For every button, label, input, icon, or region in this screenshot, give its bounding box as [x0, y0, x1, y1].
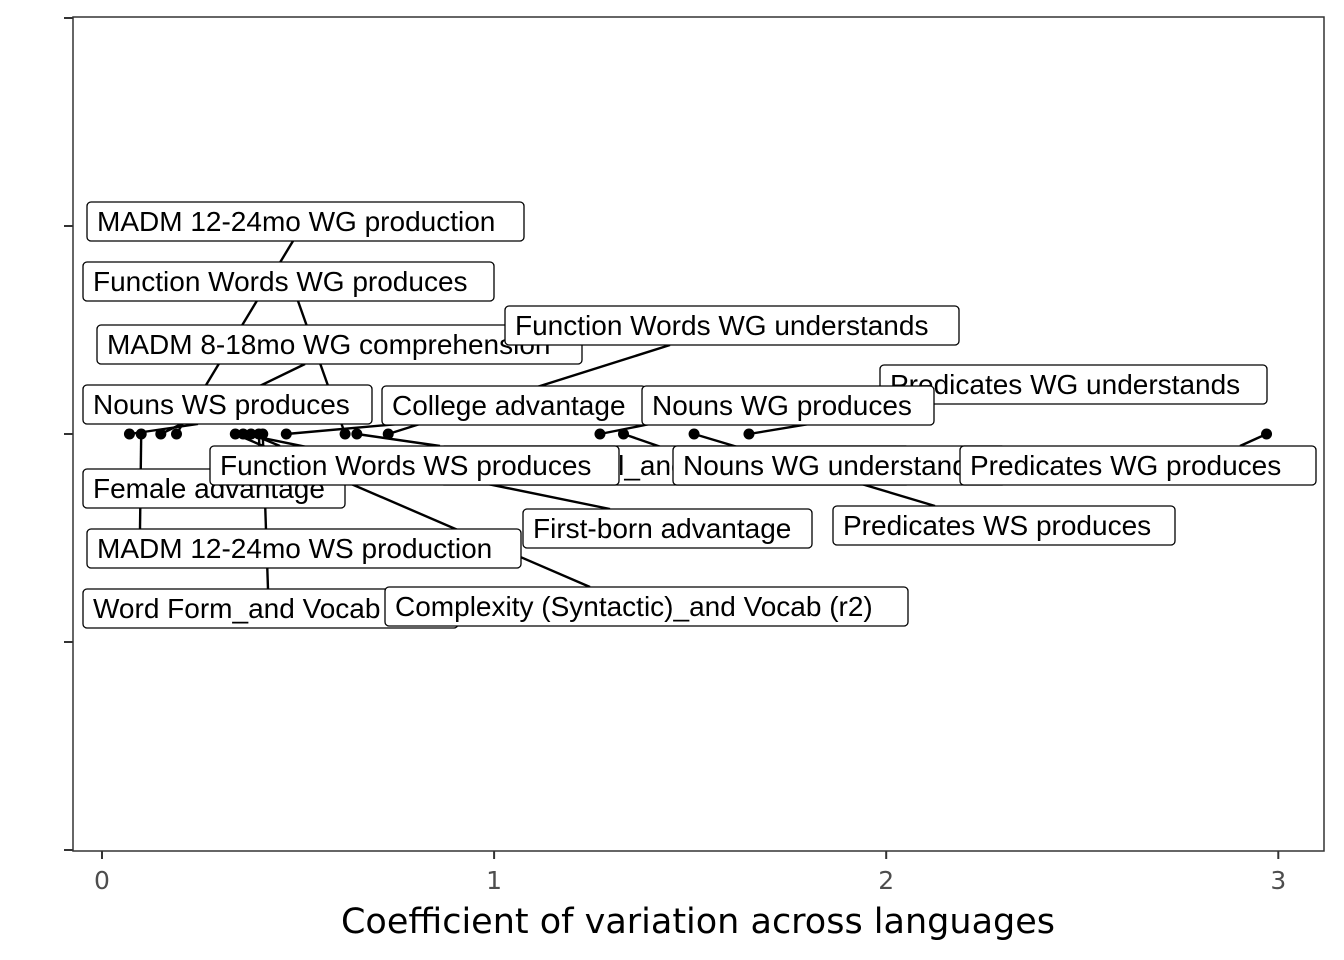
point-label-box [384, 586, 909, 627]
point-labels: MADM 12-24mo WG production Function Words… [82, 201, 1317, 629]
data-point [743, 428, 755, 440]
point-label-text: Nouns WS produces [93, 389, 350, 420]
data-points [123, 428, 1273, 440]
point-label-box [86, 201, 525, 242]
point-label: College advantage [381, 385, 647, 426]
point-label-text: Predicates WS produces [843, 510, 1151, 541]
point-label: Complexity (Syntactic)_and Vocab (r2) [384, 586, 909, 627]
data-point [257, 428, 269, 440]
point-label-text: Complexity (Syntactic)_and Vocab (r2) [395, 591, 873, 622]
data-point [245, 428, 257, 440]
point-label: Nouns WG understands [672, 445, 1007, 486]
axes: 0 1 2 3 [64, 17, 1286, 895]
point-label-box [82, 384, 373, 425]
point-label-text: MADM 12-24mo WG production [97, 206, 495, 237]
point-label-text: MADM 12-24mo WS production [97, 533, 492, 564]
label-connector [356, 432, 441, 448]
point-label-text: Function Words WS produces [220, 450, 591, 481]
point-label-box [82, 261, 495, 302]
point-label: First-born advantage [522, 508, 813, 549]
data-point [339, 428, 351, 440]
x-tick-label: 0 [94, 866, 110, 895]
point-label: Function Words WG understands [504, 305, 960, 346]
data-point [688, 428, 700, 440]
x-tick-label: 1 [486, 866, 502, 895]
point-label-box [209, 445, 620, 486]
point-label-text: Nouns WG produces [652, 390, 912, 421]
point-label: Word Form_and Vocab (r2) [82, 588, 459, 629]
data-point [229, 428, 241, 440]
data-point [237, 428, 249, 440]
point-label-box [879, 364, 1268, 405]
point-label-text: Nouns WG understands [683, 450, 982, 481]
point-label-text: First-born advantage [533, 513, 791, 544]
x-tick-label: 3 [1270, 866, 1286, 895]
point-label: Predicates WS produces [832, 505, 1176, 546]
point-label: Predicates WG produces [959, 445, 1317, 486]
data-point [351, 428, 363, 440]
data-point [1261, 428, 1273, 440]
point-label: Predicates WG understands [879, 364, 1268, 405]
point-label: Nouns WG produces [641, 385, 935, 426]
point-label-text: Function Words WG produces [93, 266, 468, 297]
data-point [170, 428, 182, 440]
point-label-text: Predicates WG understands [890, 369, 1240, 400]
x-axis-title: Coefficient of variation across language… [341, 902, 1055, 942]
point-label-text: College advantage [392, 390, 626, 421]
point-label: MADM 12-24mo WG production [86, 201, 525, 242]
point-label-box [959, 445, 1317, 486]
x-tick-label: 2 [878, 866, 894, 895]
point-label-box [641, 385, 935, 426]
label-connector [286, 422, 399, 436]
point-label: Function Words WG produces [82, 261, 495, 302]
point-label-box [504, 305, 960, 346]
point-label-text: MADM 8-18mo WG comprehension [107, 329, 550, 360]
point-label: MADM 12-24mo WS production [86, 528, 522, 569]
point-label-box [86, 528, 522, 569]
point-label-text: Word Form_and Vocab (r2) [93, 593, 432, 624]
data-point [382, 428, 394, 440]
point-label: MADM 8-18mo WG comprehension [96, 324, 583, 365]
data-point [280, 428, 292, 440]
data-point [594, 428, 606, 440]
point-label-text: Function Words WG understands [515, 310, 928, 341]
data-point [617, 428, 629, 440]
point-label: Nouns WS produces [82, 384, 373, 425]
data-point [123, 428, 135, 440]
point-label-text: Predicates WG produces [970, 450, 1281, 481]
point-label-box [832, 505, 1176, 546]
data-point [155, 428, 167, 440]
point-label-box [522, 508, 813, 549]
point-label: Function Words WS produces [209, 445, 620, 486]
data-point [135, 428, 147, 440]
